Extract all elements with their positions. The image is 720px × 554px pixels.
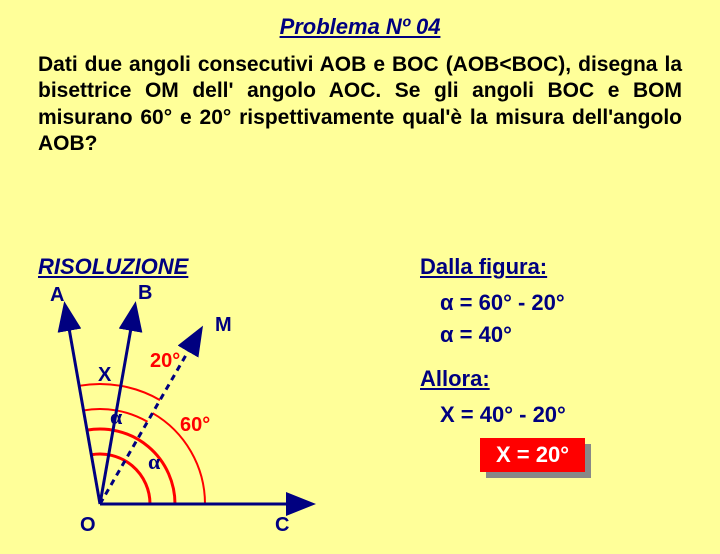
angle-diagram: A B M O C X 20° 60° α α (30, 284, 330, 544)
step-3: X = 40° - 20° (440, 402, 585, 428)
risoluzione-heading: RISOLUZIONE (38, 254, 188, 280)
angle-60: 60° (180, 414, 210, 437)
solution-block: Dalla figura: α = 60° - 20° α = 40° Allo… (420, 254, 585, 472)
step-2: α = 40° (440, 322, 585, 348)
dalla-figura-heading: Dalla figura: (420, 254, 585, 280)
result-text: X = 20° (480, 438, 585, 472)
label-A: A (50, 284, 64, 307)
step-1: α = 60° - 20° (440, 290, 585, 316)
label-C: C (275, 514, 289, 537)
problem-statement: Dati due angoli consecutivi AOB e BOC (A… (0, 40, 720, 157)
problem-title: Problema Nº 04 (0, 14, 720, 40)
label-X: X (98, 364, 111, 387)
alpha-upper: α (110, 404, 122, 430)
label-O: O (80, 514, 96, 537)
result-box: X = 20° (480, 438, 585, 472)
label-B: B (138, 282, 152, 305)
angle-20: 20° (150, 350, 180, 373)
label-M: M (215, 314, 232, 337)
allora-heading: Allora: (420, 366, 585, 392)
alpha-lower: α (148, 449, 160, 475)
